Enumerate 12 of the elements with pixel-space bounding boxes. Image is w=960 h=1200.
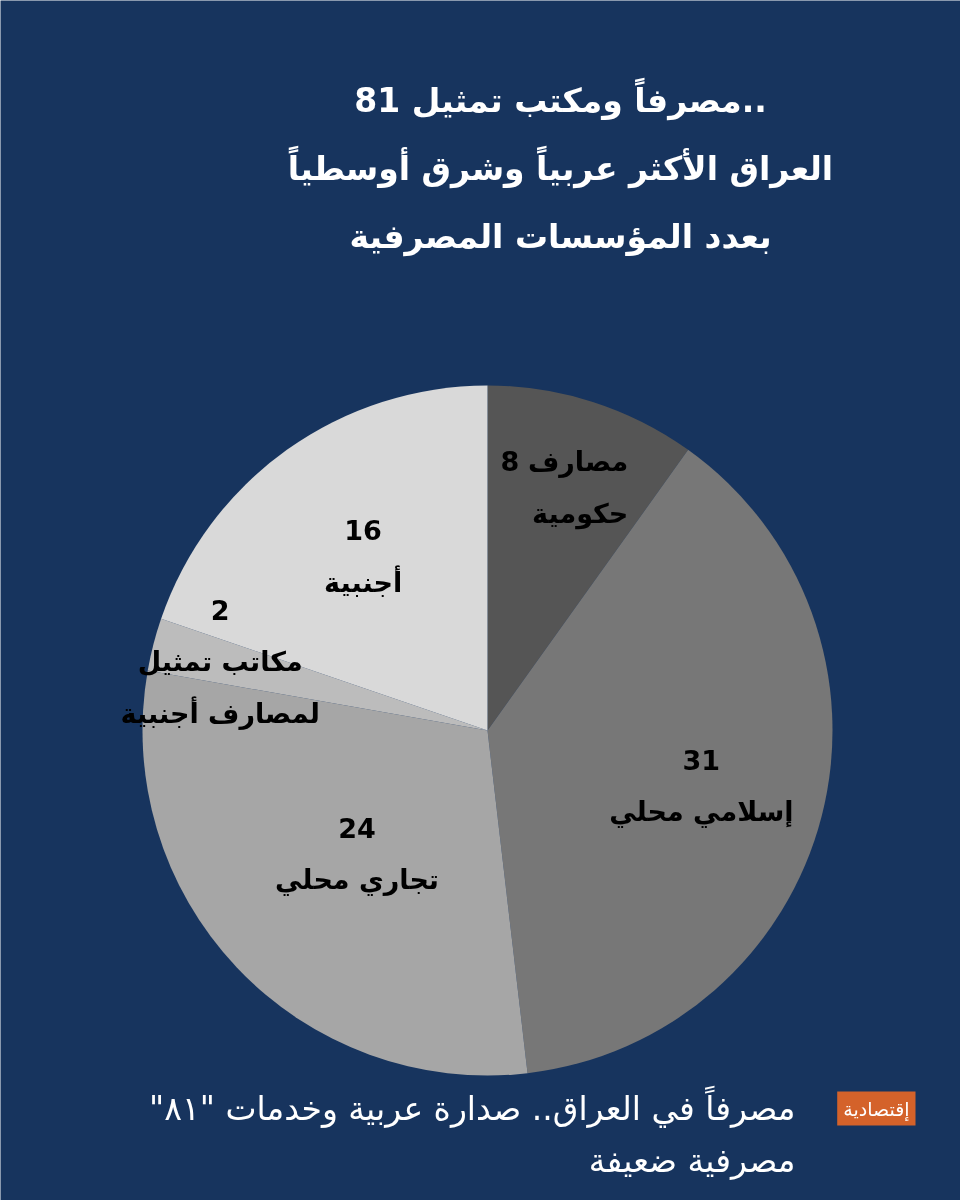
data-label: 24 <box>338 812 376 844</box>
slice-label: مصارف حكومية <box>527 445 629 530</box>
slice-label: أجنبية <box>324 564 403 598</box>
slice-label: تجاري محلي <box>275 864 439 897</box>
text: إقتصادية <box>843 1097 910 1122</box>
text: مصرفاً في العراق.. صدارة عربية وخدمات "٨١" مصرفية ضعيفة <box>149 1084 796 1180</box>
data-label: 16 <box>344 515 382 547</box>
data-label: 2 <box>210 594 230 626</box>
chart-title: 81 مصرفاً ومكتب تمثيل.. العراق الأكثر عربياً وشرق أوسطياً بعدد المؤسسات المصرفية <box>287 76 834 257</box>
slice-label: إسلامي محلي <box>609 796 794 829</box>
data-label: 8 <box>500 446 520 478</box>
data-label: 31 <box>682 744 721 776</box>
